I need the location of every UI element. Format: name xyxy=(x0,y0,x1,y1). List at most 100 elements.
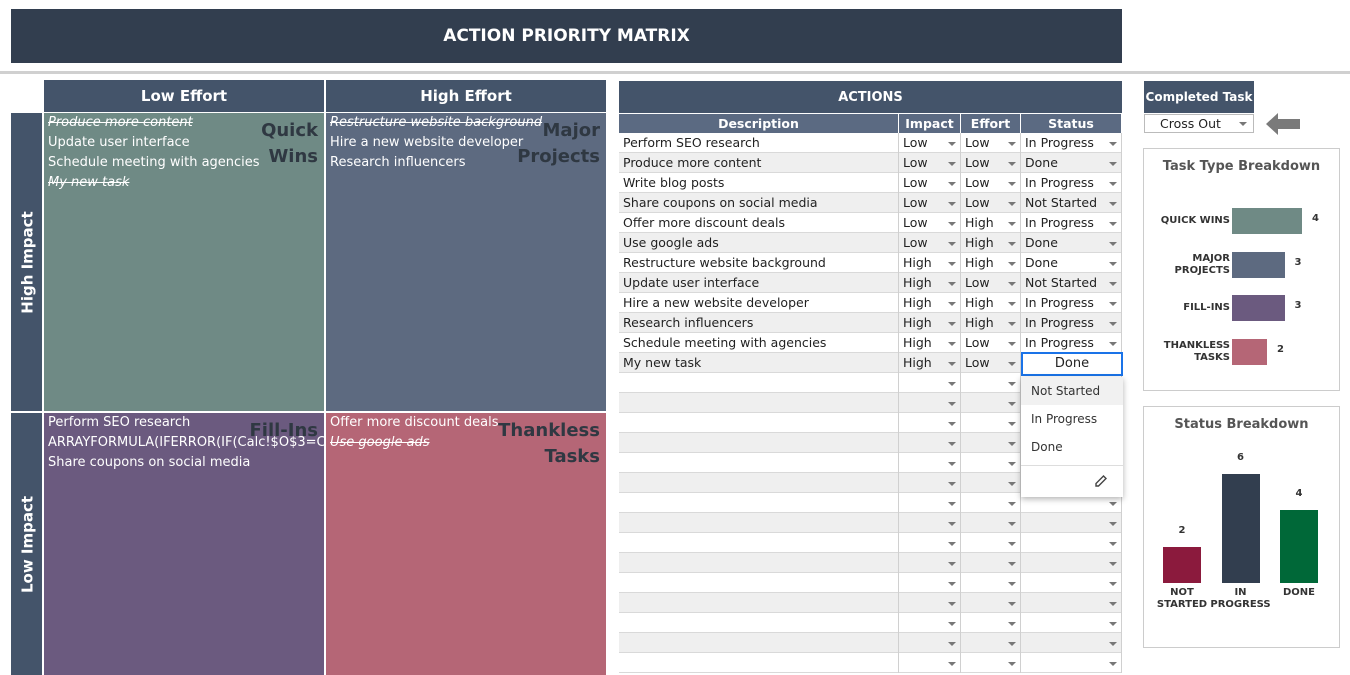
dropdown-arrow[interactable] xyxy=(1008,622,1016,626)
cell-text: Low xyxy=(965,355,990,370)
dropdown-arrow[interactable] xyxy=(1008,142,1016,146)
dropdown-arrow[interactable] xyxy=(1008,442,1016,446)
dropdown-arrow[interactable] xyxy=(1109,242,1117,246)
dropdown-arrow[interactable] xyxy=(1008,322,1016,326)
dropdown-arrow[interactable] xyxy=(1109,522,1117,526)
dropdown-arrow[interactable] xyxy=(1008,202,1016,206)
dropdown-arrow[interactable] xyxy=(1008,482,1016,486)
dropdown-arrow[interactable] xyxy=(1109,342,1117,346)
dropdown-arrow[interactable] xyxy=(1008,662,1016,666)
table-cell xyxy=(899,373,961,393)
dropdown-arrow[interactable] xyxy=(948,322,956,326)
dropdown-arrow[interactable] xyxy=(1008,562,1016,566)
dropdown-arrow[interactable] xyxy=(948,522,956,526)
title-bar: ACTION PRIORITY MATRIX xyxy=(11,9,1122,63)
dropdown-arrow[interactable] xyxy=(948,562,956,566)
dropdown-arrow[interactable] xyxy=(1008,462,1016,466)
dropdown-arrow[interactable] xyxy=(1109,502,1117,506)
dropdown-arrow[interactable] xyxy=(1008,302,1016,306)
pencil[interactable] xyxy=(1093,473,1109,489)
dropdown-arrow[interactable] xyxy=(1109,202,1117,206)
dropdown-arrow[interactable] xyxy=(1008,342,1016,346)
cell-text: Use google ads xyxy=(623,235,719,250)
dropdown-arrow[interactable] xyxy=(1008,242,1016,246)
dropdown-arrow[interactable] xyxy=(1109,282,1117,286)
dropdown-arrow[interactable] xyxy=(948,622,956,626)
dropdown-arrow[interactable] xyxy=(948,402,956,406)
active-cell[interactable]: Done xyxy=(1021,352,1123,376)
dropdown-arrow[interactable] xyxy=(948,162,956,166)
dropdown-arrow[interactable] xyxy=(1008,362,1016,366)
dropdown-arrow[interactable] xyxy=(948,462,956,466)
dropdown-arrow[interactable] xyxy=(948,222,956,226)
dropdown-arrow[interactable] xyxy=(1109,642,1117,646)
dropdown-arrow[interactable] xyxy=(948,542,956,546)
table-row xyxy=(619,233,1122,253)
divider xyxy=(0,71,1350,74)
dropdown-arrow[interactable] xyxy=(948,582,956,586)
dropdown-arrow[interactable] xyxy=(948,642,956,646)
dropdown-arrow[interactable] xyxy=(1008,222,1016,226)
cell-text: High xyxy=(903,255,932,270)
dropdown-arrow[interactable] xyxy=(1109,562,1117,566)
dropdown-arrow[interactable] xyxy=(1008,382,1016,386)
dropdown-arrow[interactable] xyxy=(948,342,956,346)
table-row xyxy=(619,633,1122,653)
dropdown-arrow[interactable] xyxy=(948,182,956,186)
dropdown-arrow[interactable] xyxy=(948,262,956,266)
table-cell: Perform SEO research xyxy=(619,133,899,153)
dropdown-option[interactable]: Done xyxy=(1031,440,1063,454)
dropdown-arrow[interactable] xyxy=(1109,622,1117,626)
dropdown-arrow[interactable] xyxy=(1109,602,1117,606)
dropdown-arrow[interactable] xyxy=(948,362,956,366)
dropdown-arrow[interactable] xyxy=(1109,142,1117,146)
row-header-cell: High Impact xyxy=(11,113,42,411)
dropdown-arrow[interactable] xyxy=(948,502,956,506)
dropdown-arrow[interactable] xyxy=(948,422,956,426)
edit-icon[interactable] xyxy=(1093,473,1109,489)
dropdown-arrow[interactable] xyxy=(1008,642,1016,646)
table-cell xyxy=(899,473,961,493)
dropdown-arrow[interactable] xyxy=(1008,422,1016,426)
chart-panel: Task Type Breakdown QUICK WINS 4 MAJOR PROJ… xyxy=(1143,148,1340,391)
dropdown-arrow[interactable] xyxy=(1008,522,1016,526)
dropdown-arrow[interactable] xyxy=(1109,322,1117,326)
dropdown-arrow[interactable] xyxy=(1008,582,1016,586)
dropdown-arrow[interactable] xyxy=(948,302,956,306)
dropdown-arrow[interactable] xyxy=(1008,162,1016,166)
dropdown-arrow[interactable] xyxy=(1109,582,1117,586)
dropdown-arrow[interactable] xyxy=(1109,222,1117,226)
dropdown-arrow[interactable] xyxy=(1109,302,1117,306)
dropdown-arrow[interactable] xyxy=(1109,162,1117,166)
dropdown-arrow[interactable] xyxy=(1239,122,1247,126)
dropdown-arrow[interactable] xyxy=(948,662,956,666)
dropdown-arrow[interactable] xyxy=(948,382,956,386)
cell-text: In Progress xyxy=(1025,315,1094,330)
dropdown-arrow[interactable] xyxy=(1008,262,1016,266)
dropdown-arrow[interactable] xyxy=(948,142,956,146)
dropdown-arrow[interactable] xyxy=(1109,262,1117,266)
table-row xyxy=(619,653,1122,673)
dropdown-arrow[interactable] xyxy=(1008,282,1016,286)
dropdown-arrow[interactable] xyxy=(948,442,956,446)
dropdown-arrow[interactable] xyxy=(1008,502,1016,506)
dropdown-arrow[interactable] xyxy=(1008,182,1016,186)
dropdown-arrow[interactable] xyxy=(948,602,956,606)
dropdown-arrow[interactable] xyxy=(948,482,956,486)
dropdown-arrow[interactable] xyxy=(1109,182,1117,186)
dropdown-option[interactable]: In Progress xyxy=(1031,412,1098,426)
completed-select[interactable]: Cross Out xyxy=(1144,114,1254,133)
dropdown-arrow[interactable] xyxy=(1109,542,1117,546)
dropdown-arrow[interactable] xyxy=(1008,602,1016,606)
dropdown-option[interactable]: Not Started xyxy=(1021,377,1123,405)
dropdown-arrow[interactable] xyxy=(948,282,956,286)
table-row xyxy=(619,173,1122,193)
cell-text: High xyxy=(903,275,932,290)
dropdown-arrow[interactable] xyxy=(1008,402,1016,406)
quadrant: Quick Wins Produce more content Update use… xyxy=(44,113,324,411)
dropdown-arrow[interactable] xyxy=(948,242,956,246)
table-cell xyxy=(961,653,1021,673)
dropdown-arrow[interactable] xyxy=(1008,542,1016,546)
dropdown-arrow[interactable] xyxy=(948,202,956,206)
dropdown-arrow[interactable] xyxy=(1109,662,1117,666)
